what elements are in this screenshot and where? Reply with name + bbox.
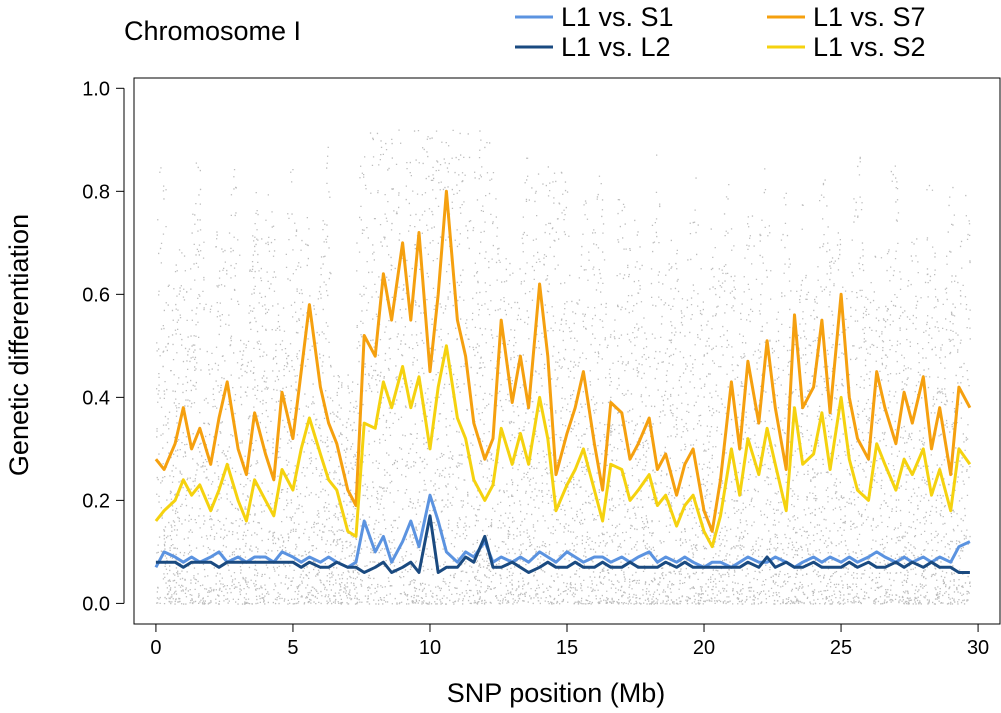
plot-frame [133,77,1001,625]
series-line-l1-vs-s1 [154,493,971,569]
y-tick-label: 1.0 [82,78,110,100]
y-axis: 0.0 0.2 0.4 0.6 0.8 1.0 [82,78,125,615]
legend: L1 vs. S1 L1 vs. L2 L1 vs. S7 L1 vs. S2 [515,2,926,62]
y-tick-label: 0.0 [82,593,110,615]
legend-label-l1-vs-s2: L1 vs. S2 [813,32,926,62]
x-axis: 0 5 10 15 20 25 30 [150,623,989,659]
y-axis-title: Genetic differentiation [4,214,34,476]
x-tick-label: 20 [693,637,715,659]
x-tick-label: 25 [830,637,852,659]
x-tick-label: 0 [150,637,161,659]
legend-label-l1-vs-s7: L1 vs. S7 [813,2,926,32]
series-line-l1-vs-s2 [154,344,972,549]
y-tick-label: 0.2 [82,490,110,512]
x-tick-label: 15 [556,637,578,659]
snp-scatter [156,129,971,605]
snp-points [156,129,971,605]
y-tick-label: 0.6 [82,284,110,306]
series-line-l1-vs-s7 [154,189,972,533]
series-lines [154,189,972,574]
legend-label-l1-vs-s1: L1 vs. S1 [561,2,674,32]
x-tick-label: 30 [967,637,989,659]
chart-title: Chromosome I [124,16,301,46]
x-tick-label: 10 [419,637,441,659]
y-tick-label: 0.8 [82,181,110,203]
y-tick-label: 0.4 [82,387,110,409]
series-line-l1-vs-l2 [155,514,970,574]
x-axis-title: SNP position (Mb) [447,678,666,708]
x-tick-label: 5 [287,637,298,659]
legend-label-l1-vs-l2: L1 vs. L2 [561,32,671,62]
